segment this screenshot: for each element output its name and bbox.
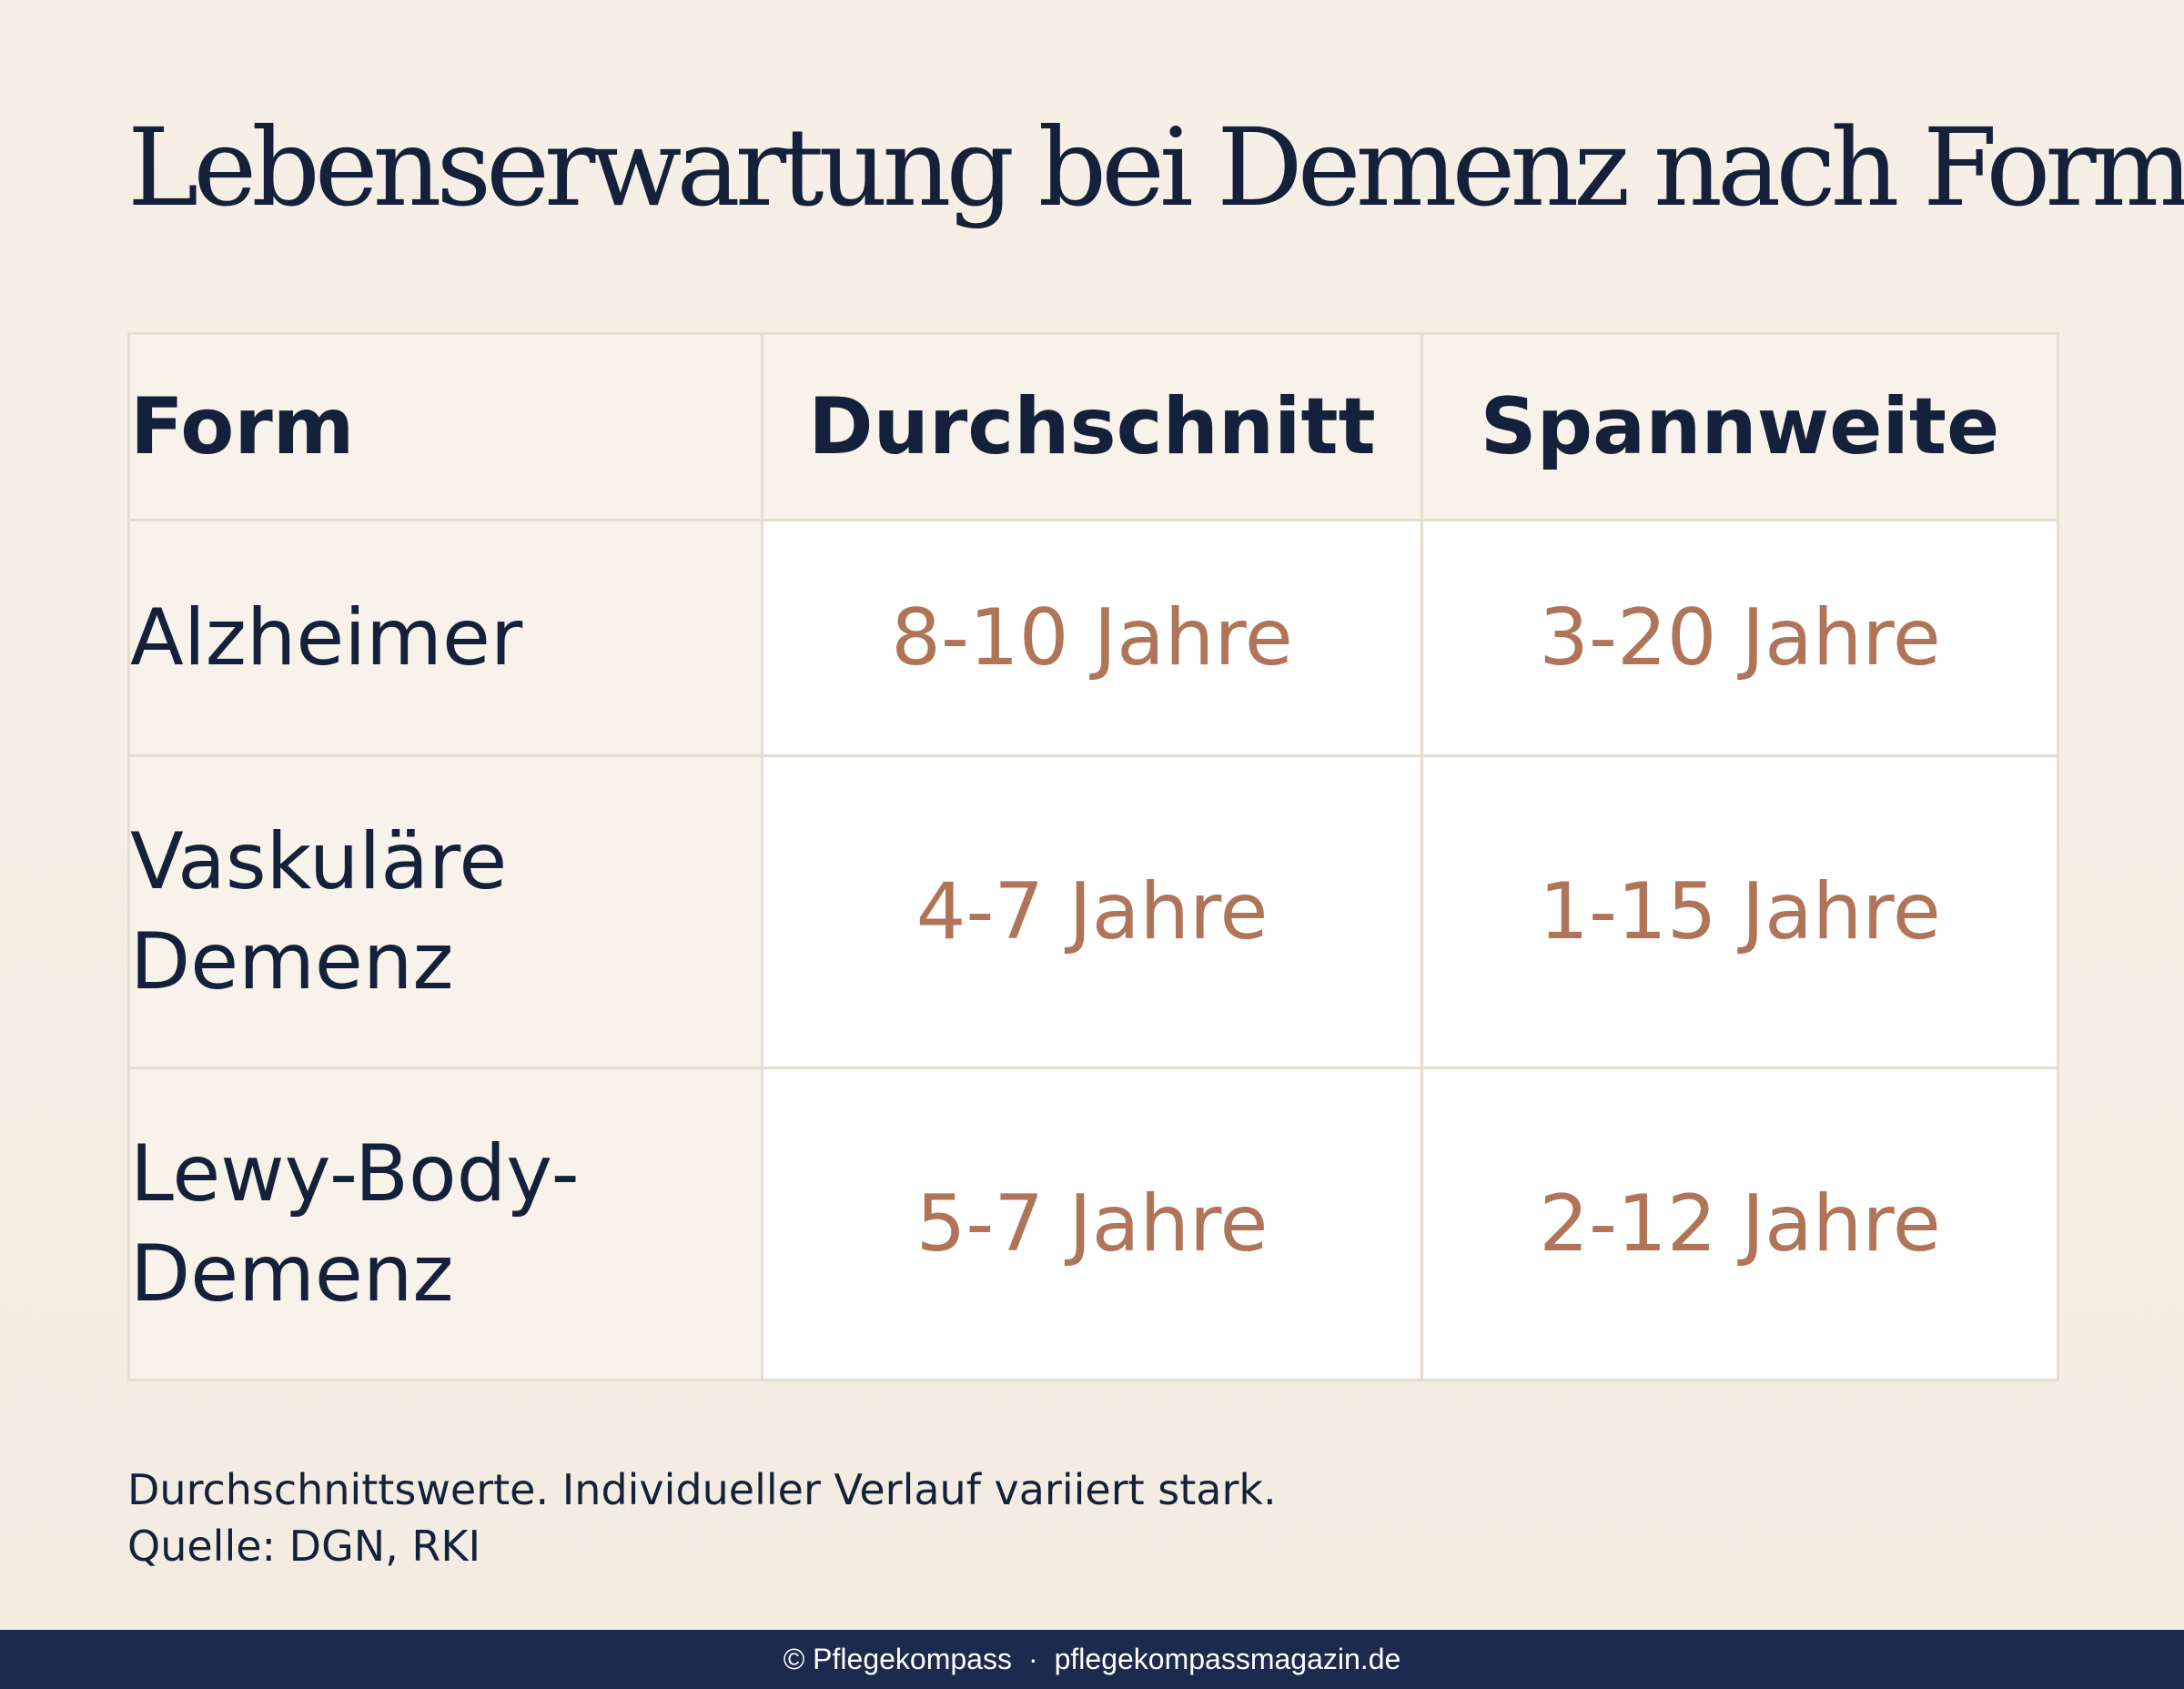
column-header-average: Durchschnitt	[761, 332, 1423, 521]
range-value: 3-20 Jahre	[1421, 519, 2059, 757]
form-cell: Vaskuläre Demenz	[127, 754, 763, 1069]
footnote: Durchschnittswerte. Individueller Verlau…	[127, 1461, 1277, 1574]
average-value: 5-7 Jahre	[761, 1067, 1423, 1381]
footnote-source: Quelle: DGN, RKI	[127, 1522, 481, 1571]
form-label-line: Lewy-Body-	[130, 1128, 580, 1219]
form-label-line: Demenz	[130, 1229, 454, 1320]
column-header-range: Spannweite	[1421, 332, 2059, 521]
average-value: 8-10 Jahre	[761, 519, 1423, 757]
range-value: 2-12 Jahre	[1421, 1067, 2059, 1381]
footer-separator: ·	[1027, 1643, 1038, 1675]
range-value: 1-15 Jahre	[1421, 754, 2059, 1069]
form-cell: Lewy-Body- Demenz	[127, 1067, 763, 1381]
column-header-form: Form	[127, 332, 763, 521]
life-expectancy-table: Form Durchschnitt Spannweite Alzheimer 8…	[127, 332, 2059, 1381]
form-cell: Alzheimer	[127, 519, 763, 757]
table-header-row: Form Durchschnitt Spannweite	[127, 332, 2059, 521]
footer-bar: © Pflegekompass · pflegekompassmagazin.d…	[0, 1630, 2184, 1689]
table-row: Alzheimer 8-10 Jahre 3-20 Jahre	[127, 519, 2059, 757]
form-label-line: Demenz	[130, 916, 454, 1007]
table-row: Lewy-Body- Demenz 5-7 Jahre 2-12 Jahre	[127, 1067, 2059, 1381]
table-row: Vaskuläre Demenz 4-7 Jahre 1-15 Jahre	[127, 754, 2059, 1069]
footnote-disclaimer: Durchschnittswerte. Individueller Verlau…	[127, 1465, 1277, 1514]
footer-website-link[interactable]: pflegekompassmagazin.de	[1054, 1643, 1401, 1675]
form-label-line: Alzheimer	[130, 592, 523, 683]
page-title: Lebenserwartung bei Demenz nach Form	[127, 105, 2184, 230]
average-value: 4-7 Jahre	[761, 754, 1423, 1069]
form-label-line: Vaskuläre	[130, 816, 508, 907]
footer-copyright: © Pflegekompass	[783, 1643, 1012, 1675]
